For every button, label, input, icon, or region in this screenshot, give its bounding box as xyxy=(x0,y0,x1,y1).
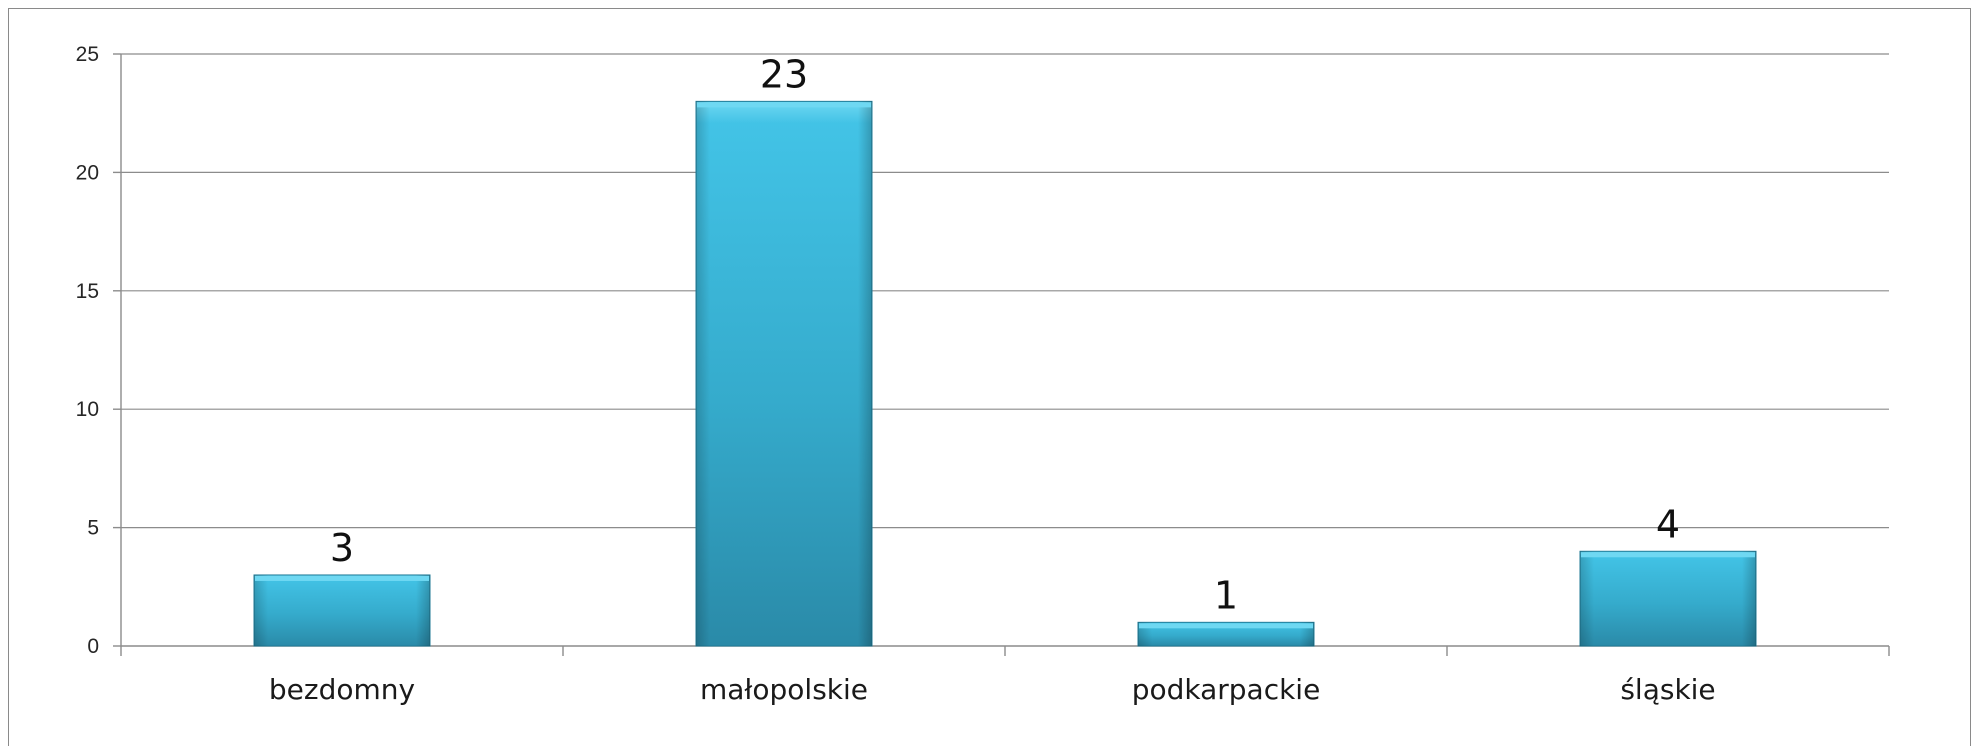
y-tick-label: 25 xyxy=(76,43,99,66)
y-tick-label: 10 xyxy=(76,398,99,421)
y-tick-label: 5 xyxy=(87,517,99,540)
x-tick-label: podkarpackie xyxy=(1132,673,1321,706)
bars xyxy=(253,100,1757,647)
y-tick-label: 20 xyxy=(76,161,99,184)
bar xyxy=(695,100,873,647)
bar-shade xyxy=(254,574,430,646)
bar-highlight xyxy=(1581,552,1755,558)
data-label: 1 xyxy=(1214,573,1238,617)
bar-highlight xyxy=(1139,623,1313,629)
bar-shade xyxy=(1580,551,1756,646)
x-tick-label: śląskie xyxy=(1620,673,1715,706)
data-label: 4 xyxy=(1656,502,1680,546)
bar xyxy=(1137,621,1315,647)
x-tick-label: bezdomny xyxy=(269,673,415,706)
bar xyxy=(1579,550,1757,647)
bar-highlight xyxy=(697,102,871,108)
x-tick-label: małopolskie xyxy=(700,673,868,706)
chart-frame: 0 5 10 15 20 25 3 bezdomny 23 małopolskie 1 podkarp… xyxy=(8,8,1971,746)
bar-shade xyxy=(696,101,872,647)
gridlines xyxy=(121,53,1889,529)
bar xyxy=(253,574,431,647)
y-tick-label: 15 xyxy=(76,280,99,303)
bar-highlight xyxy=(255,575,429,581)
bar-chart: 0 5 10 15 20 25 3 bezdomny 23 małopolskie 1 podkarp… xyxy=(76,43,1890,706)
y-tick-label: 0 xyxy=(87,635,99,658)
data-label: 3 xyxy=(330,526,354,570)
labels: 0 5 10 15 20 25 3 bezdomny 23 małopolskie 1 podkarp… xyxy=(76,43,1716,706)
data-label: 23 xyxy=(760,52,808,96)
